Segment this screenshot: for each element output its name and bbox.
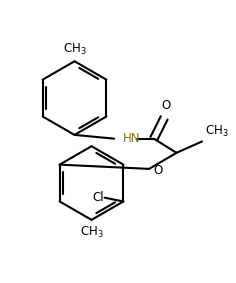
Text: Cl: Cl <box>92 191 104 204</box>
Text: O: O <box>153 164 162 177</box>
Text: CH$_3$: CH$_3$ <box>63 41 86 57</box>
Text: CH$_3$: CH$_3$ <box>205 124 228 139</box>
Text: O: O <box>161 99 171 112</box>
Text: HN: HN <box>123 132 140 145</box>
Text: CH$_3$: CH$_3$ <box>80 225 103 240</box>
